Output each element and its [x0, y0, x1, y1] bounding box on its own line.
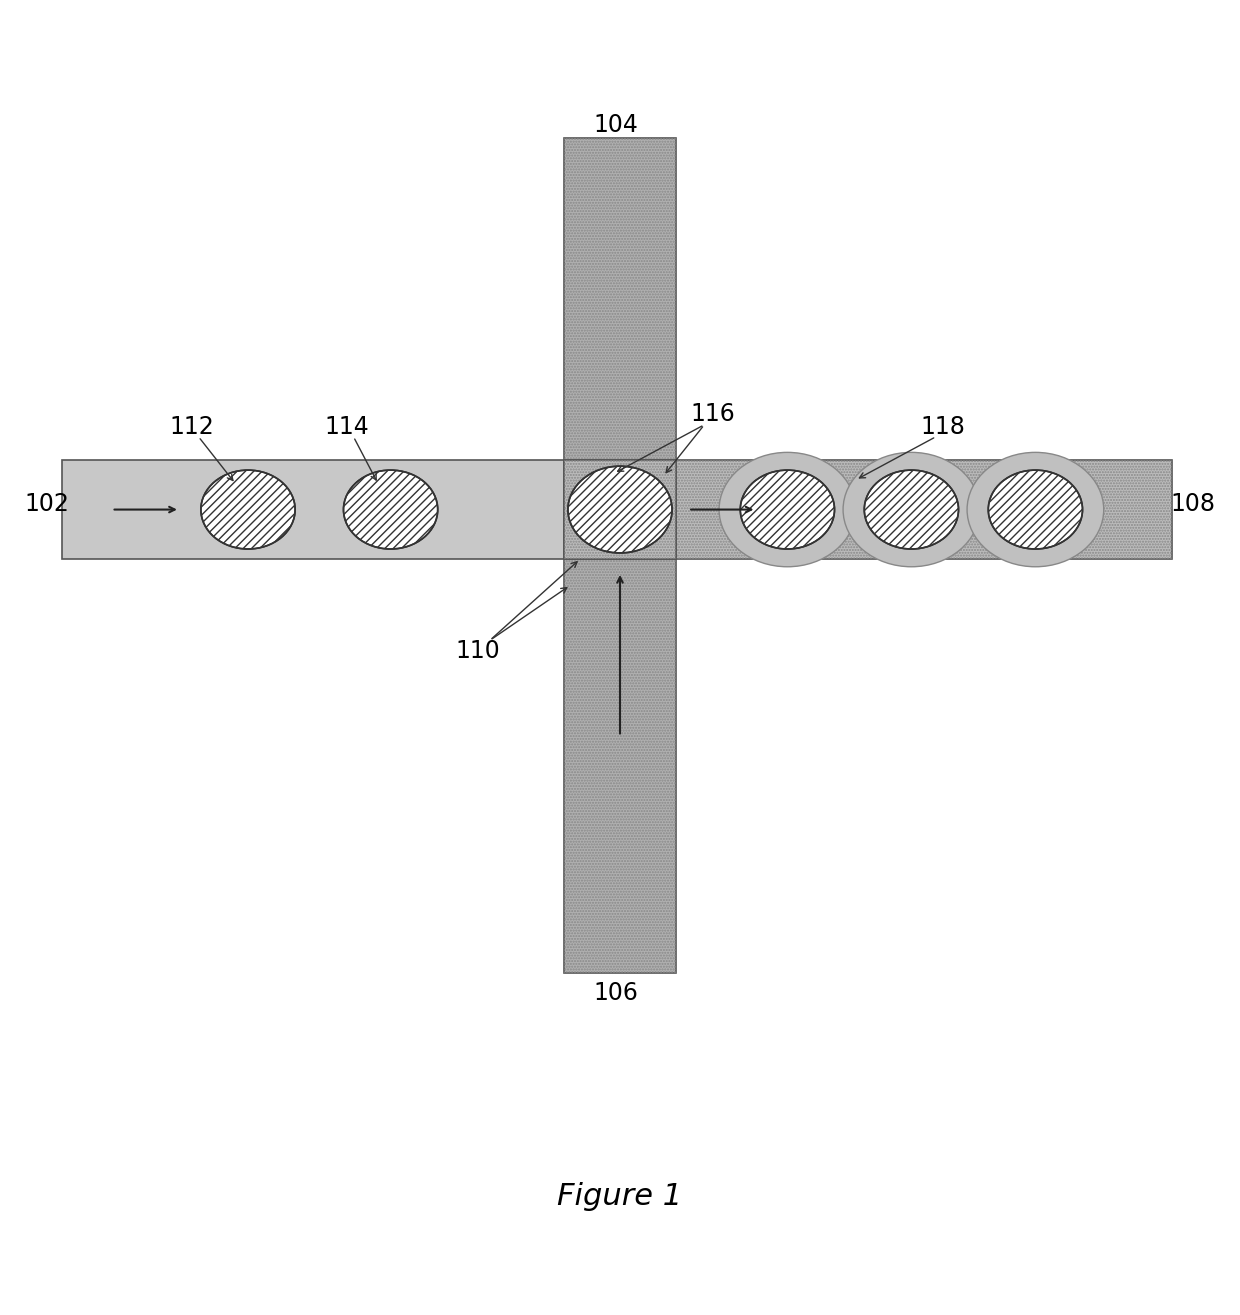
Bar [564, 559, 676, 973]
Ellipse shape [719, 452, 856, 567]
Ellipse shape [864, 469, 959, 550]
Bar [62, 460, 564, 559]
Ellipse shape [843, 452, 980, 567]
Bar [564, 559, 676, 973]
Ellipse shape [967, 452, 1104, 567]
Text: 116: 116 [691, 402, 735, 426]
Text: 112: 112 [170, 416, 215, 439]
Ellipse shape [740, 469, 835, 550]
Bar [564, 460, 676, 559]
Text: 106: 106 [594, 981, 639, 1005]
Ellipse shape [988, 469, 1083, 550]
Bar [564, 138, 676, 460]
Bar [676, 460, 1172, 559]
Text: 110: 110 [455, 639, 500, 663]
Bar [564, 460, 676, 559]
Ellipse shape [201, 469, 295, 550]
Text: 104: 104 [594, 113, 639, 137]
Ellipse shape [343, 469, 438, 550]
Ellipse shape [568, 466, 672, 552]
Text: 108: 108 [1171, 492, 1215, 515]
Text: 118: 118 [920, 416, 965, 439]
Text: Figure 1: Figure 1 [558, 1182, 682, 1211]
Bar [564, 138, 676, 460]
Text: 114: 114 [325, 416, 370, 439]
Text: 102: 102 [25, 492, 69, 515]
Bar [676, 460, 1172, 559]
